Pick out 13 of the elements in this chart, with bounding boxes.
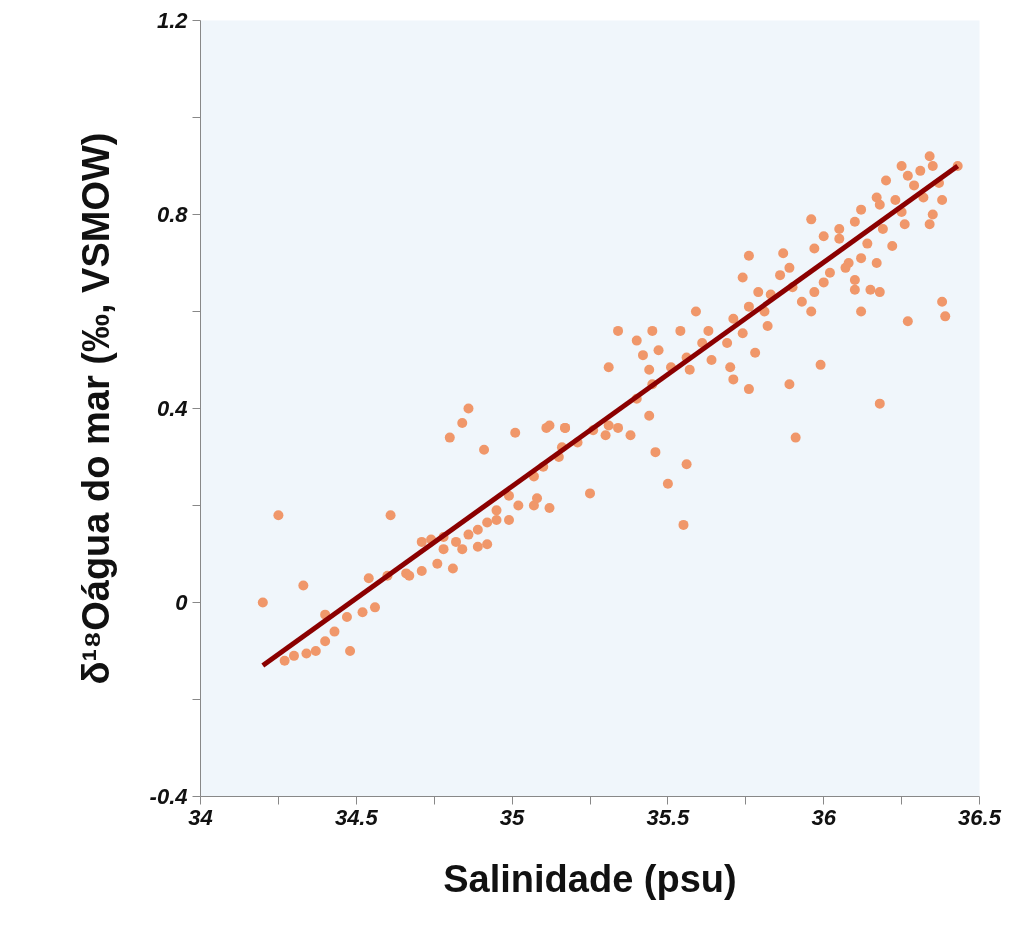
y-axis-title: δ¹⁸Oágua do mar (‰, VSMOW) [74,132,117,685]
x-tick-label: 34 [188,804,213,830]
x-tick-label: 34.5 [334,804,379,830]
x-tick-label: 35.5 [646,804,691,830]
y-tick-label: -0.4 [149,784,188,809]
x-tick-label: 35 [499,804,526,830]
x-tick-label: 36 [811,804,837,830]
x-axis-title: Salinidade (psu) [443,857,737,900]
x-tick-label: 36.5 [958,804,1002,830]
y-tick-label: 0.4 [156,396,188,421]
y-tick-label: 1.2 [156,8,189,33]
y-tick-label: 0 [175,590,189,615]
y-tick-label: 0.8 [156,202,189,227]
